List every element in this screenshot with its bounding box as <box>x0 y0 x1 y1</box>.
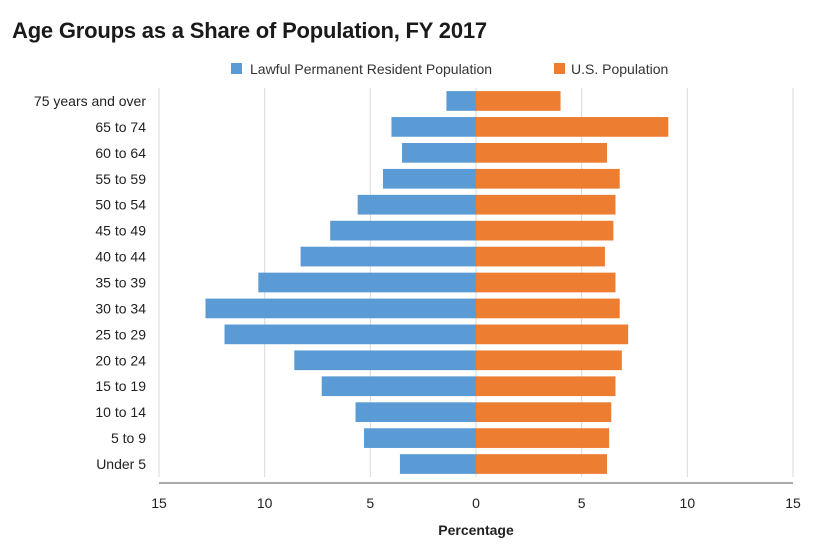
bar-us-7 <box>476 272 616 293</box>
category-label: 55 to 59 <box>95 171 146 187</box>
category-labels: 75 years and over 65 to 74 60 to 64 55 to 5… <box>34 93 146 472</box>
bar-lpr-12 <box>355 402 476 423</box>
bar-us-0 <box>476 91 561 111</box>
bar-lpr-14 <box>399 454 476 474</box>
bar-lpr-7 <box>258 272 476 293</box>
category-label: 35 to 39 <box>95 275 146 291</box>
bar-lpr-13 <box>363 428 476 448</box>
x-axis-title: Percentage <box>438 522 514 538</box>
bar-lpr-8 <box>205 298 476 319</box>
category-label: 15 to 19 <box>95 378 146 394</box>
bar-us-12 <box>476 402 612 423</box>
bar-lpr-5 <box>330 220 476 241</box>
category-label: 50 to 54 <box>95 197 146 213</box>
bar-us-9 <box>476 324 629 345</box>
bar-lpr-6 <box>300 246 476 267</box>
bars <box>205 91 669 474</box>
x-tick-label: 5 <box>366 495 374 511</box>
x-tick-label: 15 <box>785 495 801 511</box>
bar-us-8 <box>476 298 620 319</box>
category-label: 25 to 29 <box>95 326 146 342</box>
category-label: 5 to 9 <box>111 430 146 446</box>
x-tick-label: 15 <box>151 495 167 511</box>
bar-lpr-4 <box>357 194 476 215</box>
x-tick-label: 0 <box>472 495 480 511</box>
bar-us-11 <box>476 376 616 397</box>
chart-title: Age Groups as a Share of Population, FY … <box>12 18 487 43</box>
category-label: 75 years and over <box>34 93 146 109</box>
x-tick-label: 5 <box>578 495 586 511</box>
category-label: 40 to 44 <box>95 249 146 265</box>
x-tick-labels: 15 10 5 0 5 10 15 <box>151 495 801 511</box>
category-label: 20 to 24 <box>95 352 146 368</box>
category-label: Under 5 <box>96 456 146 472</box>
bar-lpr-0 <box>446 91 476 111</box>
legend-swatch-lpr <box>231 63 242 74</box>
legend: Lawful Permanent Resident Population U.S… <box>231 61 668 77</box>
bar-us-6 <box>476 246 605 267</box>
bar-us-14 <box>476 454 608 474</box>
bar-us-4 <box>476 194 616 215</box>
category-label: 10 to 14 <box>95 404 146 420</box>
bar-us-5 <box>476 220 614 241</box>
bar-us-13 <box>476 428 610 448</box>
bar-lpr-10 <box>294 350 476 371</box>
bar-lpr-11 <box>321 376 476 397</box>
legend-label-us: U.S. Population <box>571 61 668 77</box>
bar-us-2 <box>476 142 608 163</box>
bar-lpr-1 <box>391 117 476 137</box>
category-label: 60 to 64 <box>95 145 146 161</box>
bar-us-1 <box>476 117 669 137</box>
x-tick-label: 10 <box>680 495 696 511</box>
bar-lpr-9 <box>224 324 476 345</box>
bar-us-3 <box>476 168 620 189</box>
legend-label-lpr: Lawful Permanent Resident Population <box>250 61 492 77</box>
category-label: 30 to 34 <box>95 300 146 316</box>
bar-lpr-3 <box>383 168 476 189</box>
category-label: 65 to 74 <box>95 119 146 135</box>
legend-swatch-us <box>554 63 565 74</box>
x-tick-label: 10 <box>257 495 273 511</box>
bar-lpr-2 <box>402 142 476 163</box>
category-label: 45 to 49 <box>95 223 146 239</box>
bar-us-10 <box>476 350 622 371</box>
